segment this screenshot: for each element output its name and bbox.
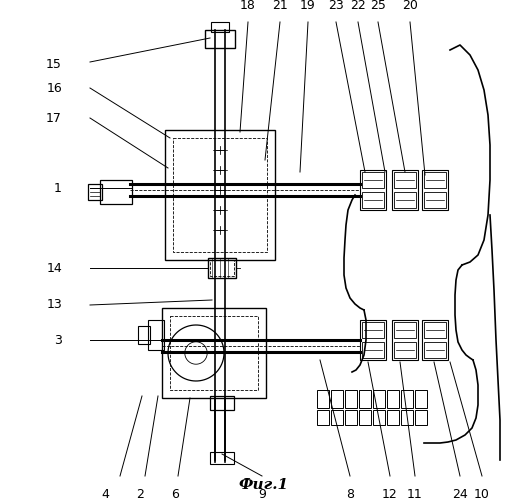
Text: 2: 2 <box>136 488 144 500</box>
Bar <box>138 326 150 344</box>
Text: 8: 8 <box>346 488 354 500</box>
Bar <box>345 390 357 408</box>
Bar <box>362 322 384 338</box>
Text: 25: 25 <box>370 0 386 12</box>
Bar <box>401 390 413 408</box>
Text: 18: 18 <box>240 0 256 12</box>
Bar <box>210 452 234 464</box>
Bar <box>362 192 384 208</box>
Bar <box>415 390 427 408</box>
Text: Фиг.1: Фиг.1 <box>238 478 288 492</box>
Text: 22: 22 <box>350 0 366 12</box>
Text: 23: 23 <box>328 0 344 12</box>
Bar <box>392 170 418 210</box>
Bar <box>401 410 413 425</box>
Bar <box>362 342 384 358</box>
Bar <box>362 172 384 188</box>
Text: 17: 17 <box>46 112 62 124</box>
Text: 15: 15 <box>46 58 62 71</box>
Text: 11: 11 <box>407 488 423 500</box>
Bar <box>331 390 343 408</box>
Bar <box>394 192 416 208</box>
Text: 9: 9 <box>258 488 266 500</box>
Bar <box>394 322 416 338</box>
Bar <box>387 410 399 425</box>
Bar <box>210 260 234 276</box>
Bar <box>100 180 132 204</box>
Bar <box>210 396 234 410</box>
Text: 12: 12 <box>382 488 398 500</box>
Text: 14: 14 <box>46 262 62 274</box>
Bar <box>422 320 448 360</box>
Bar <box>211 22 229 32</box>
Text: 16: 16 <box>46 82 62 94</box>
Text: 3: 3 <box>54 334 62 346</box>
Bar <box>345 410 357 425</box>
Text: 21: 21 <box>272 0 288 12</box>
Bar <box>165 130 275 260</box>
Text: 6: 6 <box>171 488 179 500</box>
Bar <box>359 410 371 425</box>
Bar <box>424 342 446 358</box>
Text: 4: 4 <box>101 488 109 500</box>
Text: 10: 10 <box>474 488 490 500</box>
Bar <box>360 170 386 210</box>
Bar <box>387 390 399 408</box>
Bar <box>359 390 371 408</box>
Bar <box>170 316 258 390</box>
Bar <box>424 322 446 338</box>
Bar <box>373 390 385 408</box>
Bar <box>422 170 448 210</box>
Text: 20: 20 <box>402 0 418 12</box>
Text: 24: 24 <box>452 488 468 500</box>
Bar <box>394 342 416 358</box>
Bar <box>162 308 266 398</box>
Bar <box>424 192 446 208</box>
Bar <box>205 30 235 48</box>
Text: 13: 13 <box>46 298 62 312</box>
Bar <box>173 138 267 252</box>
Bar <box>394 172 416 188</box>
Bar <box>415 410 427 425</box>
Bar <box>424 172 446 188</box>
Text: 19: 19 <box>300 0 316 12</box>
Bar <box>360 320 386 360</box>
Bar <box>88 184 102 200</box>
Text: 1: 1 <box>54 182 62 194</box>
Bar <box>317 390 329 408</box>
Bar <box>317 410 329 425</box>
Bar <box>208 258 236 278</box>
Bar <box>373 410 385 425</box>
Bar <box>331 410 343 425</box>
Bar <box>392 320 418 360</box>
Bar <box>148 320 164 350</box>
